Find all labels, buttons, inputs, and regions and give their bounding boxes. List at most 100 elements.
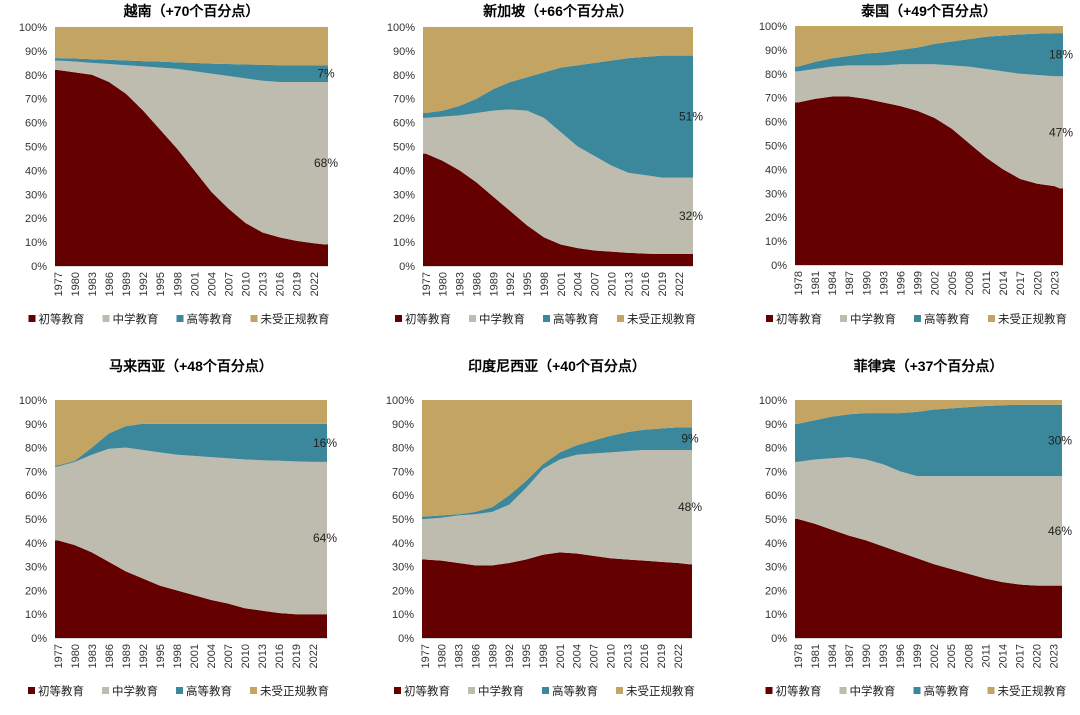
- legend-item: 初等教育: [395, 312, 451, 326]
- x-tick-label: 1998: [172, 644, 184, 668]
- x-tick-label: 1977: [421, 272, 433, 296]
- y-tick-label: 0%: [399, 261, 415, 273]
- legend-item: 初等教育: [765, 684, 822, 698]
- y-tick-label: 100%: [19, 395, 47, 407]
- x-tick-label: 1987: [844, 644, 856, 668]
- y-tick-label: 0%: [771, 633, 787, 645]
- y-tick-label: 20%: [392, 585, 414, 597]
- x-tick-label: 2010: [605, 644, 617, 668]
- x-tick-label: 2013: [623, 272, 635, 296]
- y-tick-label: 70%: [765, 93, 787, 105]
- x-tick-label: 2023: [1048, 644, 1060, 668]
- x-tick-label: 1990: [861, 644, 873, 668]
- y-tick-label: 40%: [393, 165, 415, 177]
- x-tick-label: 1980: [70, 644, 82, 668]
- y-tick-label: 80%: [392, 443, 414, 455]
- band-value-label: 64%: [313, 531, 337, 545]
- area-series-1: [55, 447, 327, 615]
- legend-label: 高等教育: [924, 684, 970, 698]
- y-tick-label: 30%: [765, 188, 787, 200]
- x-tick-label: 2022: [309, 272, 321, 296]
- x-tick-label: 1992: [138, 644, 150, 668]
- y-tick-label: 70%: [393, 94, 415, 106]
- x-tick-label: 1995: [522, 272, 534, 296]
- x-tick-label: 1995: [521, 644, 533, 668]
- x-tick-label: 1977: [53, 272, 65, 296]
- chart-panel: 越南（+70个百分点） 0% 10% 20% 30% 40% 50% 60% 70% 80% 90%…: [19, 3, 338, 326]
- y-tick-label: 10%: [765, 609, 787, 621]
- x-tick-label: 1989: [488, 272, 500, 296]
- y-tick-label: 20%: [393, 213, 415, 225]
- y-tick-label: 100%: [387, 22, 415, 34]
- x-tick-label: 2019: [291, 644, 303, 668]
- chart-title: 马来西亚（+48个百分点）: [109, 358, 273, 374]
- y-tick-label: 40%: [25, 538, 47, 550]
- band-value-label: 68%: [314, 156, 338, 170]
- legend-swatch: [840, 315, 847, 322]
- x-tick-label: 1984: [827, 644, 839, 668]
- legend-label: 高等教育: [924, 312, 970, 326]
- legend-label: 初等教育: [38, 684, 84, 698]
- y-tick-label: 20%: [25, 213, 47, 225]
- area-series-3: [422, 400, 692, 517]
- x-tick-label: 2016: [639, 644, 651, 668]
- x-tick-label: 1999: [913, 271, 925, 295]
- x-tick-label: 1977: [420, 644, 432, 668]
- x-tick-label: 2010: [241, 272, 253, 296]
- x-tick-label: 2017: [1015, 271, 1027, 295]
- legend-label: 未受正规教育: [998, 684, 1067, 698]
- y-tick-label: 30%: [25, 189, 47, 201]
- y-tick-label: 40%: [25, 165, 47, 177]
- y-tick-label: 60%: [393, 118, 415, 130]
- legend-item: 未受正规教育: [250, 684, 329, 698]
- y-tick-label: 40%: [765, 538, 787, 550]
- band-value-label: 48%: [678, 500, 702, 514]
- x-tick-label: 2007: [223, 272, 235, 296]
- area-series-0: [422, 552, 692, 638]
- x-tick-label: 2019: [657, 272, 669, 296]
- x-tick-label: 1986: [471, 272, 483, 296]
- area-series-2: [795, 404, 1062, 477]
- band-value-label: 46%: [1048, 524, 1072, 538]
- legend-label: 未受正规教育: [261, 312, 330, 326]
- x-tick-label: 2020: [1032, 271, 1044, 295]
- x-tick-label: 2016: [274, 644, 286, 668]
- x-tick-label: 2013: [257, 644, 269, 668]
- area-series-3: [55, 27, 328, 66]
- y-tick-label: 70%: [25, 94, 47, 106]
- y-tick-label: 70%: [392, 466, 414, 478]
- area-series-0: [423, 153, 693, 266]
- y-tick-label: 40%: [765, 164, 787, 176]
- legend-item: 高等教育: [176, 684, 232, 698]
- chart-panel: 马来西亚（+48个百分点） 0% 10% 20% 30% 40% 50% 60% 70% 80% 9…: [19, 358, 337, 698]
- y-tick-label: 80%: [765, 69, 787, 81]
- area-series-0: [795, 96, 1063, 265]
- legend-label: 未受正规教育: [627, 312, 696, 326]
- x-tick-label: 1986: [104, 272, 116, 296]
- legend-label: 高等教育: [187, 312, 233, 326]
- band-value-label: 16%: [313, 436, 337, 450]
- x-tick-label: 1983: [87, 272, 99, 296]
- y-tick-label: 20%: [765, 212, 787, 224]
- x-tick-label: 1992: [138, 272, 150, 296]
- y-tick-label: 10%: [25, 609, 47, 621]
- x-tick-label: 1992: [505, 272, 517, 296]
- y-tick-label: 10%: [765, 236, 787, 248]
- x-tick-label: 2016: [275, 272, 287, 296]
- x-tick-label: 2017: [1014, 644, 1026, 668]
- legend-swatch: [913, 687, 921, 694]
- y-tick-label: 20%: [765, 585, 787, 597]
- legend-label: 高等教育: [553, 312, 599, 326]
- legend-label: 中学教育: [850, 684, 896, 698]
- x-tick-label: 1978: [793, 644, 805, 668]
- area-series-0: [55, 540, 327, 638]
- legend-item: 中学教育: [102, 312, 159, 326]
- y-tick-label: 70%: [765, 466, 787, 478]
- x-tick-label: 2022: [673, 644, 685, 668]
- y-tick-label: 10%: [392, 609, 414, 621]
- x-tick-label: 1998: [538, 644, 550, 668]
- x-tick-label: 2010: [606, 272, 618, 296]
- legend-label: 初等教育: [39, 312, 85, 326]
- chart-title: 泰国（+49个百分点）: [860, 3, 997, 19]
- x-tick-label: 1986: [470, 644, 482, 668]
